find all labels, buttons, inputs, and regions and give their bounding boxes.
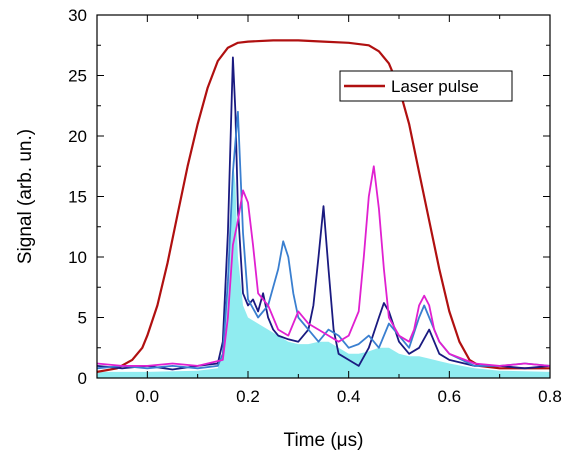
x-axis-title: Time (μs) (284, 430, 364, 451)
series-line-laser-pulse (97, 39, 550, 373)
legend: Laser pulse (339, 70, 513, 102)
series-line-2 (97, 56, 550, 371)
series-line-4 (97, 165, 550, 367)
y-tick-label: 25 (68, 67, 87, 86)
x-tick-label: 0.0 (136, 387, 160, 406)
y-tick-label: 30 (68, 6, 87, 25)
x-tick-label: 0.8 (538, 387, 562, 406)
y-tick-label: 10 (68, 248, 87, 267)
x-tick-label: 0.4 (337, 387, 361, 406)
y-tick-label: 5 (78, 309, 87, 328)
series-line-3 (97, 110, 550, 370)
axes: 0.0 0.2 0.4 0.6 0.8 0 5 10 15 20 25 30 (68, 6, 562, 406)
y-tick-label: 20 (68, 127, 87, 146)
y-tick-label: 0 (78, 369, 87, 388)
plot-area (97, 39, 550, 378)
y-tick-label: 15 (68, 188, 87, 207)
y-axis-title: Signal (arb. un.) (15, 129, 36, 264)
x-tick-label: 0.6 (438, 387, 462, 406)
x-tick-label: 0.2 (236, 387, 260, 406)
plot-frame (96, 14, 551, 379)
legend-label-laser-pulse: Laser pulse (391, 77, 479, 96)
